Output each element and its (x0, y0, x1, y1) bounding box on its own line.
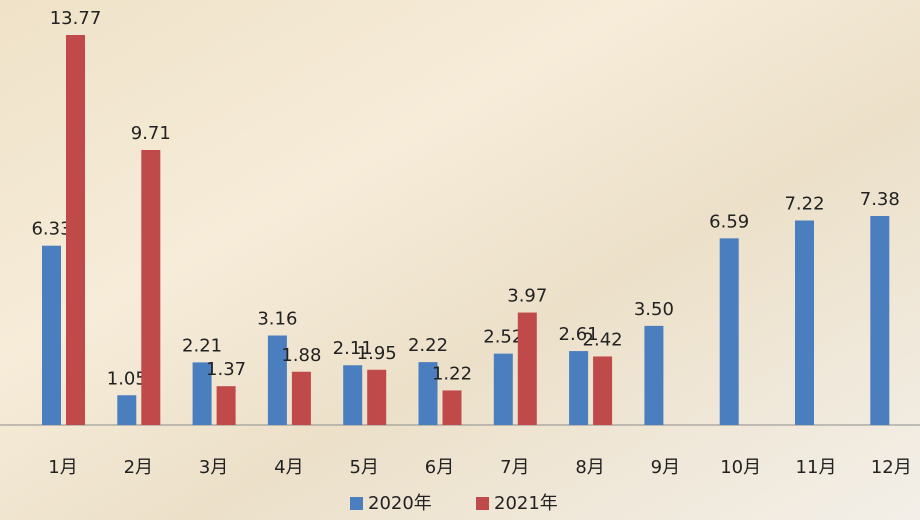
value-label: 6.33 (31, 219, 71, 240)
x-tick-label: 11月 (796, 457, 837, 478)
value-label: 1.22 (432, 363, 472, 384)
bar (569, 351, 588, 425)
bar (343, 365, 362, 425)
legend-swatch (350, 497, 363, 510)
bar (870, 216, 889, 425)
bar (494, 354, 513, 425)
value-label: 1.05 (107, 368, 147, 389)
value-label: 2.42 (583, 329, 623, 350)
legend-label: 2021年 (494, 493, 558, 514)
value-label: 2.52 (483, 327, 523, 348)
value-label: 1.37 (206, 359, 246, 380)
bar (367, 370, 386, 425)
bar (443, 390, 462, 425)
value-label: 3.50 (634, 299, 674, 320)
value-label: 3.16 (257, 309, 297, 330)
bar (141, 150, 160, 425)
x-tick-label: 2月 (124, 457, 153, 478)
x-tick-label: 6月 (425, 457, 454, 478)
x-tick-label: 4月 (274, 457, 303, 478)
value-label: 6.59 (709, 211, 749, 232)
x-tick-label: 5月 (349, 457, 378, 478)
value-label: 2.21 (182, 335, 222, 356)
bar (518, 313, 537, 425)
legend-label: 2020年 (368, 493, 432, 514)
bar (644, 326, 663, 425)
x-tick-label: 9月 (651, 457, 680, 478)
bar (117, 395, 136, 425)
value-label: 13.77 (50, 8, 102, 29)
bar (42, 246, 61, 425)
bar (66, 35, 85, 425)
bar (217, 386, 236, 425)
bar (292, 372, 311, 425)
chart: 1月 6.33 13.77 2月 1.05 9.71 3月 2.21 1.37 4月 3.16 1.8… (0, 0, 920, 520)
value-label: 2.22 (408, 335, 448, 356)
x-tick-label: 10月 (720, 457, 761, 478)
background (0, 0, 920, 520)
value-label: 3.97 (507, 286, 547, 307)
bar (720, 238, 739, 425)
legend-swatch (476, 497, 489, 510)
x-tick-label: 1月 (48, 457, 77, 478)
x-tick-label: 7月 (500, 457, 529, 478)
value-label: 1.95 (357, 343, 397, 364)
x-tick-label: 12月 (871, 457, 912, 478)
bar (795, 221, 814, 425)
bar (593, 356, 612, 425)
value-label: 9.71 (131, 123, 171, 144)
x-tick-label: 8月 (575, 457, 604, 478)
value-label: 7.38 (860, 189, 900, 210)
value-label: 7.22 (784, 194, 824, 215)
value-label: 1.88 (281, 345, 321, 366)
x-tick-label: 3月 (199, 457, 228, 478)
